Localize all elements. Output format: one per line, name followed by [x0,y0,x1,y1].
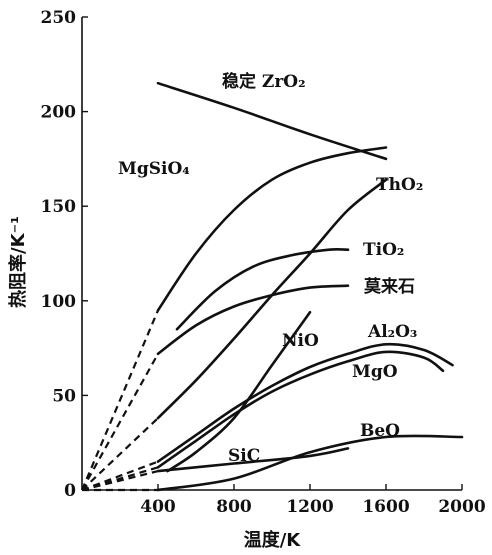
series-2-line [156,178,388,420]
series-label-5: NiO [282,331,319,351]
x-tick-label-400: 400 [140,497,176,517]
x-tick-label-1600: 1600 [362,497,409,517]
series-1-extrapolation [80,309,160,491]
series-label-0: 稳定 ZrO₂ [222,71,306,92]
y-tick-label-150: 150 [41,197,77,217]
y-axis-title: 热阻率/K⁻¹ [7,216,29,308]
series-0-line [156,81,388,161]
y-tick-label-50: 50 [52,386,76,406]
series-2-extrapolation [81,417,159,491]
series-1-line [156,146,388,312]
series-label-3: TiO₂ [363,240,404,260]
y-tick-label-0: 0 [64,481,76,501]
series-3-line [175,248,350,331]
y-tick-label-250: 250 [41,8,77,28]
series-label-1: MgSiO₄ [118,159,190,179]
series-9-extrapolation [81,470,159,492]
series-7-line [156,350,445,469]
series-9-line [156,447,350,473]
y-tick-label-200: 200 [41,103,77,123]
series-label-7: MgO [352,362,398,382]
x-tick-label-1200: 1200 [286,497,333,517]
x-axis-title: 温度/K [244,529,302,551]
series-6-line [156,342,454,463]
series-label-9: SiC [228,446,260,466]
y-tick-label-100: 100 [41,292,77,312]
series-label-6: Al₂O₃ [367,322,417,342]
series-5-line [166,310,312,473]
series-label-4: 莫来石 [363,276,415,297]
chart-series [80,81,464,492]
series-4-extrapolation [81,353,159,491]
series-8-line [156,434,464,492]
chart-ticks: 0 50 100 150 200 250 400 800 1200 1600 2000 [41,8,486,517]
x-tick-label-800: 800 [216,497,252,517]
chart-series-labels: 稳定 ZrO₂ MgSiO₄ ThO₂ TiO₂ 莫来石 NiO Al₂O₃ MgO BeO Si… [118,71,423,466]
x-tick-label-2000: 2000 [438,497,485,517]
series-label-2: ThO₂ [376,175,423,195]
series-4-line [156,284,350,356]
series-label-8: BeO [360,421,400,441]
